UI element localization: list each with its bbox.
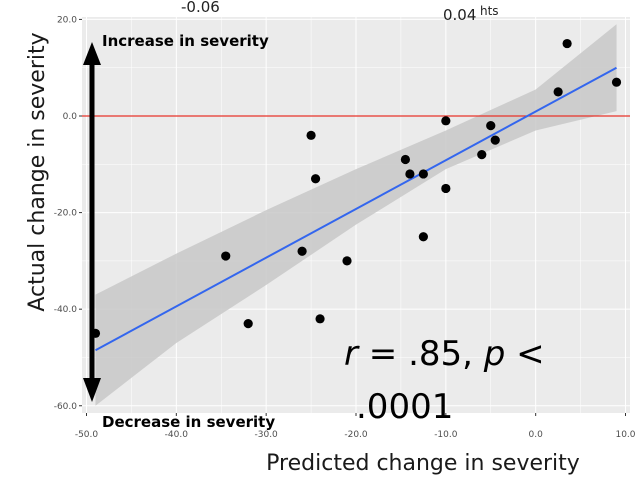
x-tick-label: -50.0 <box>75 430 99 440</box>
x-axis-ticks: -50.0 -40.0 -30.0 -20.0 -10.0 0.0 10.0 <box>75 413 636 440</box>
data-point <box>490 135 500 145</box>
y-tick-label: -20.0 <box>54 209 78 219</box>
data-point <box>418 232 428 242</box>
data-point <box>342 256 352 266</box>
data-point <box>611 77 622 87</box>
regression-line <box>94 66 618 352</box>
data-point <box>486 121 496 131</box>
data-point <box>418 169 428 179</box>
decrease-annotation: Decrease in severity <box>102 413 275 431</box>
data-point <box>562 38 572 49</box>
x-tick-label: -40.0 <box>165 430 189 440</box>
top-fragment-left: -0.06 <box>181 0 220 16</box>
data-point <box>310 174 321 184</box>
increase-annotation: Increase in severity <box>102 32 269 50</box>
y-tick-label: -40.0 <box>54 305 78 315</box>
y-axis-label: Actual change in severity <box>25 32 50 311</box>
y-tick-label: -60.0 <box>54 402 78 412</box>
x-tick-label: -20.0 <box>344 430 368 440</box>
x-tick-label: 10.0 <box>615 430 635 440</box>
data-point <box>221 251 231 261</box>
y-axis-ticks: -60.0 -40.0 -20.0 0.0 20.0 <box>54 15 82 412</box>
confidence-band <box>95 24 617 406</box>
data-point <box>477 150 487 160</box>
data-point <box>297 246 307 256</box>
y-tick-label: 20.0 <box>57 15 77 25</box>
data-point <box>553 87 563 97</box>
data-point <box>405 169 415 179</box>
data-point <box>441 116 451 126</box>
stat-annotation-line1: r = .85, p < <box>344 334 545 374</box>
arrow-down-head <box>83 378 101 402</box>
x-tick-label: -10.0 <box>434 430 458 440</box>
arrow-up-head <box>83 42 101 65</box>
stat-annotation-line2: .0001 <box>356 387 453 427</box>
x-tick-label: -30.0 <box>255 430 279 440</box>
data-points <box>90 38 622 338</box>
data-point <box>243 319 253 329</box>
y-tick-label: 0.0 <box>63 112 78 122</box>
data-point <box>400 154 411 165</box>
x-axis-label: Predicted change in severity <box>266 451 580 476</box>
x-tick-label: 0.0 <box>529 430 544 440</box>
confidence-band-layer <box>95 24 617 406</box>
data-point <box>315 314 325 324</box>
top-fragment-right: 0.04 <box>443 6 476 24</box>
top-fragment-right-suffix: hts <box>480 4 499 18</box>
data-point <box>306 130 316 140</box>
data-point <box>441 183 451 194</box>
